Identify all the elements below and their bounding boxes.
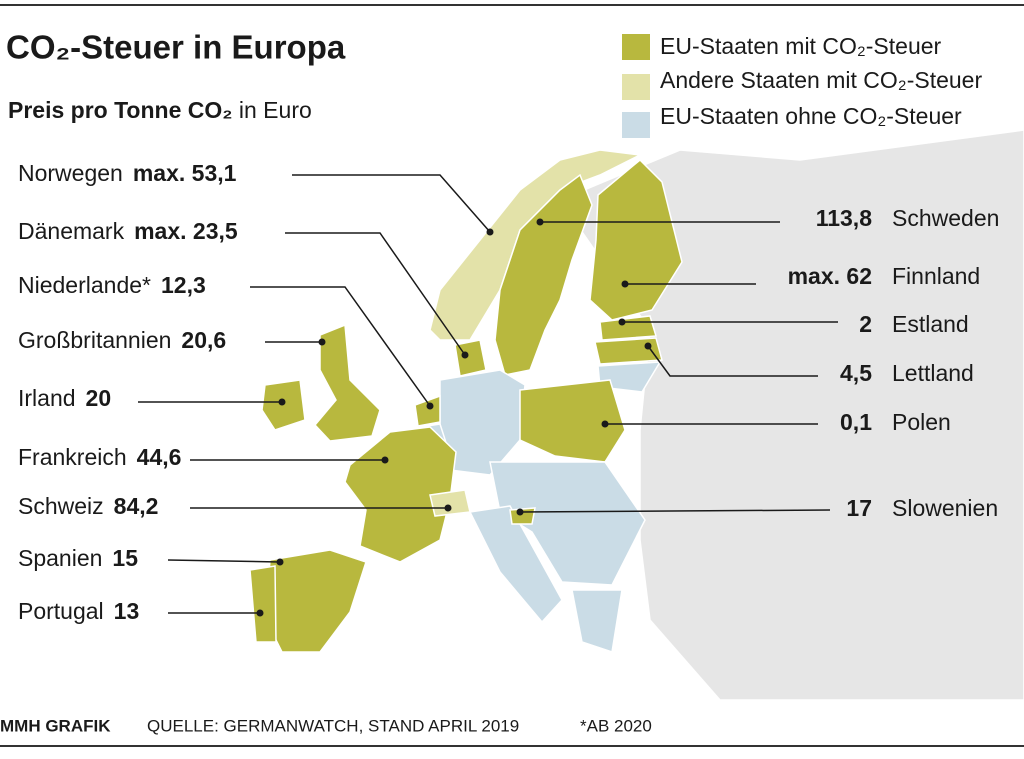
country-name: Slowenien [892, 495, 998, 521]
great-britain [313, 323, 381, 442]
leader [250, 286, 431, 407]
footer-note: *AB 2020 [580, 716, 652, 735]
leader [647, 345, 818, 377]
country-label: Irland 20 [18, 385, 111, 411]
country-label: Niederlande* 12,3 [18, 272, 206, 298]
legend-swatch [622, 74, 650, 100]
estonia [599, 315, 657, 341]
title: CO₂-Steuer in Europa [6, 29, 346, 66]
country-label: Portugal 13 [18, 598, 139, 624]
leaders [138, 174, 838, 617]
leader-dot [426, 402, 434, 410]
legend-swatch [622, 112, 650, 138]
leader-dot [381, 456, 389, 464]
leader-dot [601, 420, 609, 428]
country-name: Estland [892, 311, 969, 337]
poland [519, 379, 626, 463]
country-value: 2 [859, 311, 872, 337]
country-name: Norwegen [18, 160, 123, 186]
country-name: Lettland [892, 360, 974, 386]
legend-label: Andere Staaten mit CO₂-Steuer [660, 67, 982, 93]
leader [292, 174, 491, 233]
right-labels: 113,8 Schweden max. 62 Finnland 2 Estland 4,5 L… [788, 205, 1000, 521]
leader-dot [276, 558, 284, 566]
country-label: Dänemark max. 23,5 [18, 218, 238, 244]
country-value: max. 23,5 [134, 218, 238, 244]
country-label: Frankreich 44,6 [18, 444, 181, 470]
country-name: Niederlande* [18, 272, 151, 298]
country-value: 20,6 [181, 327, 226, 353]
leader-dot [644, 342, 652, 350]
leader-dot [516, 508, 524, 516]
country-name: Spanien [18, 545, 102, 571]
denmark [454, 339, 487, 377]
portugal [249, 565, 277, 643]
country-value: 17 [846, 495, 872, 521]
country-value: 20 [86, 385, 112, 411]
country-value: 13 [114, 598, 140, 624]
country-value: 0,1 [840, 409, 872, 435]
country-name: Schweden [892, 205, 999, 231]
lithuania [597, 361, 662, 393]
legend: EU-Staaten mit CO₂-Steuer Andere Staaten… [622, 33, 982, 138]
subtitle-bold: Preis pro Tonne CO₂ [8, 97, 233, 123]
leader-dot [444, 504, 452, 512]
leader [167, 559, 281, 563]
country-name: Polen [892, 409, 951, 435]
leader-dot [536, 218, 544, 226]
sweden [494, 173, 593, 376]
leader [285, 232, 466, 356]
leader-dot [318, 338, 326, 346]
legend-swatch [622, 34, 650, 60]
country-value: 44,6 [137, 444, 182, 470]
leader-dot [256, 609, 264, 617]
country-label: Großbritannien 20,6 [18, 327, 226, 353]
footer: MMH GRAFIK QUELLE: GERMANWATCH, STAND AP… [0, 716, 652, 735]
country-name: Irland [18, 385, 76, 411]
legend-label: EU-Staaten ohne CO₂-Steuer [660, 103, 962, 129]
leader-dot [486, 228, 494, 236]
leader-dot [621, 280, 629, 288]
country-label: Spanien 15 [18, 545, 138, 571]
switzerland [429, 489, 471, 517]
country-name: Portugal [18, 598, 104, 624]
subtitle-unit: in Euro [239, 97, 312, 123]
country-name: Schweiz [18, 493, 104, 519]
leader-dot [461, 351, 469, 359]
subtitle: Preis pro Tonne CO₂ in Euro [8, 97, 312, 123]
country-name: Frankreich [18, 444, 127, 470]
left-labels: Norwegen max. 53,1 Dänemark max. 23,5 Nieder… [18, 160, 238, 624]
greece [571, 589, 623, 653]
leader-dot [618, 318, 626, 326]
footer-brand: MMH GRAFIK [0, 716, 111, 735]
country-name: Finnland [892, 263, 980, 289]
country-value: 4,5 [840, 360, 872, 386]
country-value: 84,2 [114, 493, 159, 519]
country-value: 113,8 [816, 205, 872, 231]
country-value: 15 [112, 545, 138, 571]
leader [519, 509, 831, 513]
netherlands [414, 394, 441, 427]
leader-dot [278, 398, 286, 406]
country-name: Dänemark [18, 218, 125, 244]
legend-label: EU-Staaten mit CO₂-Steuer [660, 33, 942, 59]
country-name: Großbritannien [18, 327, 171, 353]
country-value: max. 62 [788, 263, 872, 289]
country-label: Schweiz 84,2 [18, 493, 158, 519]
footer-source: QUELLE: GERMANWATCH, STAND APRIL 2019 [147, 716, 519, 735]
country-value: 12,3 [161, 272, 206, 298]
finland [589, 158, 683, 321]
country-value: max. 53,1 [133, 160, 237, 186]
country-label: Norwegen max. 53,1 [18, 160, 237, 186]
